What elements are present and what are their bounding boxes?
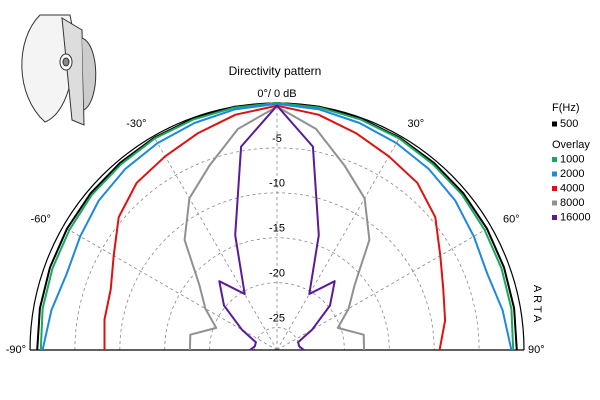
theta-tick-label: -90° <box>6 344 26 356</box>
legend-swatch <box>552 157 557 162</box>
r-tick-label: -15 <box>269 223 285 235</box>
legend-label: 8000 <box>560 197 584 209</box>
r-tick-label: -25 <box>269 312 285 324</box>
grid-line <box>276 135 401 351</box>
theta-tick-label: 60° <box>503 213 520 225</box>
chart-title: Directivity pattern <box>229 64 322 78</box>
legend-swatch <box>552 200 557 206</box>
speaker-icon <box>21 14 97 126</box>
legend-swatch <box>552 121 557 127</box>
legend-label: 16000 <box>560 211 591 223</box>
legend-subtitle: Overlay <box>552 139 590 151</box>
series-line <box>218 104 336 351</box>
theta-tick-label: -30° <box>126 118 146 130</box>
grid-line <box>153 135 278 351</box>
series-line <box>41 102 513 351</box>
r-tick-label: -10 <box>269 178 285 190</box>
watermark-text: ARTA <box>531 285 543 325</box>
grid <box>29 102 525 351</box>
legend-label: 500 <box>560 118 578 130</box>
theta-tick-label: 30° <box>408 118 425 130</box>
legend-swatch <box>552 215 557 220</box>
grid-line <box>62 226 278 351</box>
legend-swatch <box>552 186 557 191</box>
legend-label: 1000 <box>560 153 584 165</box>
theta-tick-label: 90° <box>528 344 545 356</box>
grid-line <box>276 226 492 351</box>
grid-circle <box>209 282 345 351</box>
legend-swatch <box>552 171 557 177</box>
legend-label: 4000 <box>560 182 584 194</box>
grid-circle <box>164 237 390 351</box>
legend-title: F(Hz) <box>552 102 580 114</box>
r-tick-label: -20 <box>269 268 285 280</box>
watermark: ARTA <box>531 285 543 325</box>
r-tick-label: -5 <box>272 133 282 145</box>
legend-label: 2000 <box>560 168 584 180</box>
theta-tick-label: 0°/ 0 dB <box>257 88 296 100</box>
theta-tick-label: -60° <box>31 213 51 225</box>
grid-circle <box>254 327 300 351</box>
grid-circle <box>74 147 480 351</box>
plot <box>36 102 518 351</box>
